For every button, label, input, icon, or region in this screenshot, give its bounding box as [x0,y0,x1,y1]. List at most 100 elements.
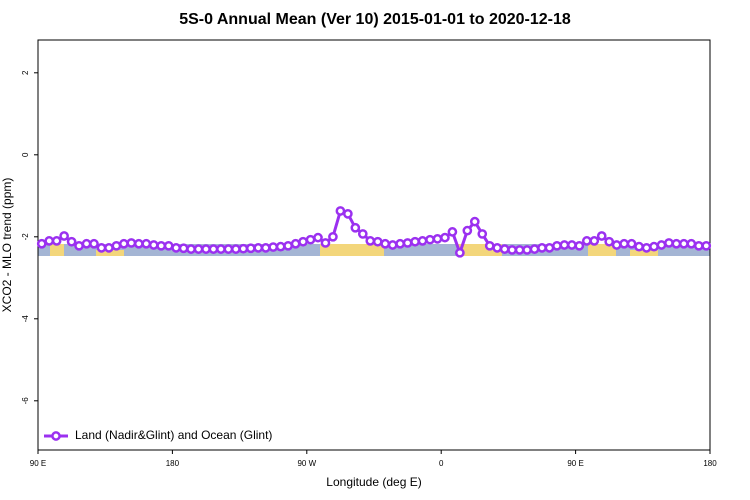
point [679,238,689,249]
point [484,240,495,251]
x-axis-label: Longitude (deg E) [326,475,421,489]
point [552,240,562,251]
point [343,208,353,219]
y-axis-label: XCO2 - MLO trend (ppm) [0,178,14,313]
point [372,236,383,247]
point [133,238,144,249]
point [477,229,488,239]
point [44,236,55,246]
point [186,244,196,254]
land-patch [50,244,64,256]
x-tick-label: 180 [703,459,717,468]
point [245,243,256,254]
y-tick-label: -4 [21,315,30,323]
point [417,236,428,246]
point [96,243,107,253]
point [51,236,62,246]
point [641,243,652,253]
point [492,243,503,253]
point [171,243,181,253]
point [350,222,361,233]
point [357,229,368,239]
point [693,240,704,251]
point [275,241,286,252]
legend-label: Land (Nadir&Glint) and Ocean (Glint) [75,428,272,442]
point [395,238,405,249]
point [89,238,99,249]
point [268,242,279,252]
x-tick-label: 0 [439,459,444,468]
point [402,238,413,248]
point [290,238,301,249]
x-tick-label: 90 E [567,459,583,468]
y-tick-label: -6 [21,397,30,405]
y-tick-label: -2 [21,233,30,241]
point [320,238,331,248]
point [701,240,712,251]
point [59,231,69,241]
point [611,240,622,250]
point [634,241,644,252]
point [119,238,129,249]
point [619,238,629,249]
point [664,238,674,248]
point [604,236,615,247]
point [440,232,450,243]
point [529,244,540,254]
point [223,244,234,254]
point [514,245,525,255]
point [260,243,271,253]
point [507,245,517,255]
point [201,244,211,254]
point [231,244,241,254]
point [81,238,92,249]
point [432,234,443,244]
land-patch [630,250,658,256]
point [305,234,316,245]
y-tick-label: 0 [21,152,30,157]
point [447,227,458,237]
point [365,236,376,246]
x-tick-label: 90 W [297,459,316,468]
point [178,243,189,254]
point [253,243,264,253]
point [671,238,682,249]
point [148,240,159,250]
point [559,240,570,250]
point [335,206,346,216]
y-tick-label: 2 [21,70,30,75]
point [313,232,323,243]
point [455,247,465,258]
point [574,240,585,251]
point [141,238,152,249]
legend-marker [51,431,61,441]
point [410,236,420,247]
point [74,240,84,251]
point [328,231,338,242]
point [36,238,47,249]
chart-title: 5S-0 Annual Mean (Ver 10) 2015-01-01 to … [179,11,571,28]
point [499,244,510,254]
point [581,236,592,246]
point [126,238,137,248]
point [462,225,473,236]
point [216,244,226,254]
point [104,243,114,253]
x-tick-label: 90 E [30,459,46,468]
point [626,238,637,249]
point [380,238,391,249]
point [589,236,600,246]
point [522,245,532,255]
x-tick-label: 180 [166,459,180,468]
point [387,240,398,250]
point [66,236,77,247]
point [111,240,122,251]
point [544,243,555,253]
land-patch [96,250,124,256]
land-patch [320,244,384,256]
point [208,244,219,254]
point [686,238,697,249]
point [283,240,293,251]
